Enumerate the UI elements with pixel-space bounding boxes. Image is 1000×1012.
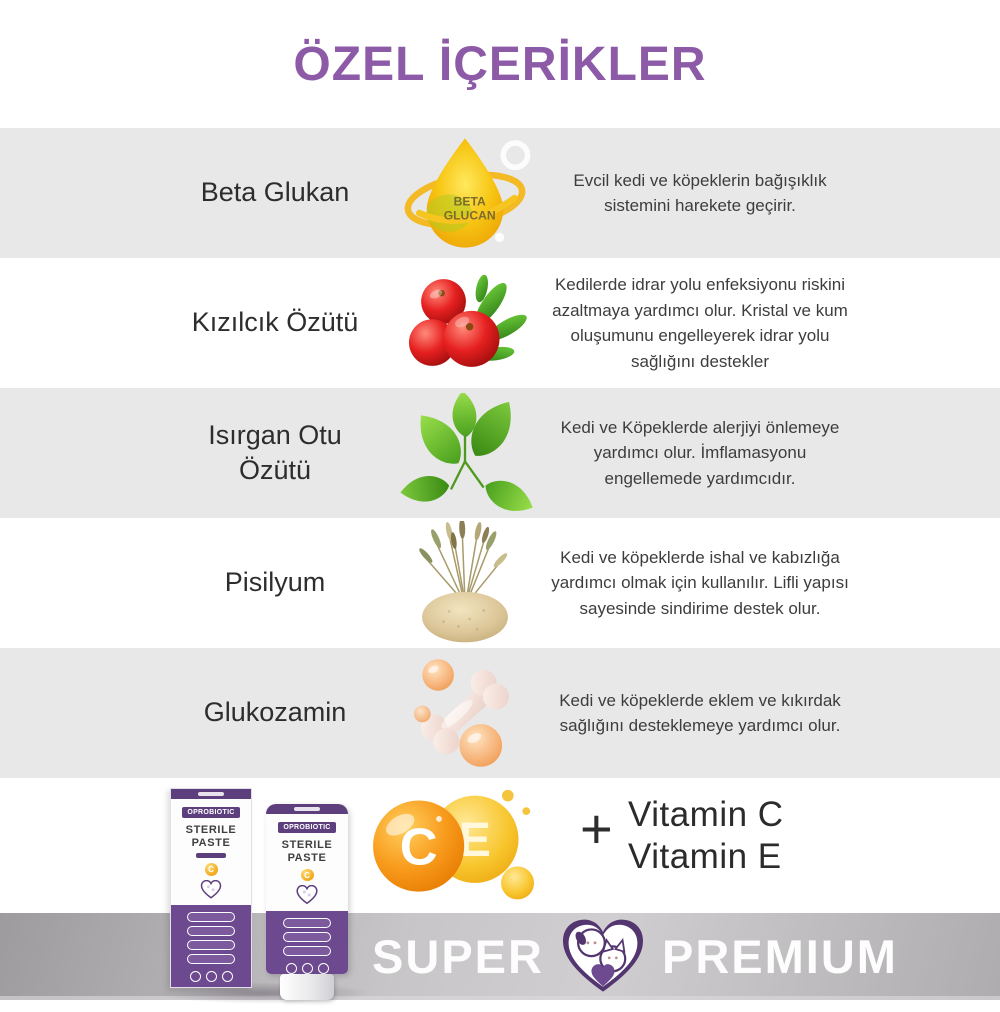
- pet-heart-logo: [562, 919, 643, 992]
- vitamin-c-badge: C: [204, 863, 218, 877]
- ingredient-row-isirgan-otu: Isırgan Otu Özütü Kedi ve Köpeklerde ale…: [0, 388, 1000, 518]
- product-image: OPROBIOTIC STERILE PASTE C OPROBIOTIC ST…: [156, 780, 371, 1012]
- ingredient-label: Pisilyum: [224, 567, 326, 598]
- footer-bottom-line: [0, 996, 1000, 1000]
- product-tube: OPROBIOTIC STERILE PASTE C: [266, 804, 348, 974]
- product-box: OPROBIOTIC STERILE PASTE C: [170, 788, 252, 988]
- ingredient-description: Kedi ve köpeklerde eklem ve kıkırdak sağ…: [559, 690, 841, 736]
- ingredient-row-glukozamin: Glukozamin: [0, 648, 1000, 778]
- product-title: STERILE PASTE: [281, 839, 333, 864]
- drop-text-line1: BETA: [454, 195, 486, 209]
- sub-pill: [196, 853, 226, 859]
- product-brand: OPROBIOTIC: [278, 822, 336, 833]
- ingredient-label: Glukozamin: [203, 697, 347, 728]
- ingredient-label: Beta Glukan: [200, 177, 350, 208]
- product-brand: OPROBIOTIC: [182, 807, 240, 818]
- footer-content: SUPER PREMIUM: [0, 913, 1000, 1000]
- vitamin-e-letter: E: [459, 813, 491, 867]
- ingredient-description: Evcil kedi ve köpeklerin bağışıklık sist…: [573, 170, 827, 216]
- vitamin-c-badge: C: [300, 869, 314, 882]
- vitamin-c-e-icon: E C: [372, 784, 537, 917]
- ingredient-description: Kedi ve köpeklerde ishal ve kabızlığa ya…: [551, 547, 849, 618]
- bone-icon: [395, 649, 535, 777]
- vitamin-c-letter: C: [400, 818, 438, 876]
- footer-bar: SUPER PREMIUM: [0, 913, 1000, 1000]
- tube-purple-block: [266, 911, 348, 974]
- ingredient-label: Isırgan Otu Özütü: [208, 419, 342, 485]
- page-title: ÖZEL İÇERİKLER: [293, 37, 707, 91]
- psyllium-icon: [395, 520, 535, 646]
- box-purple-block: [171, 905, 251, 987]
- box-top-band: [171, 789, 251, 799]
- plus-sign: +: [580, 797, 613, 860]
- header: ÖZEL İÇERİKLER: [0, 0, 1000, 128]
- pet-heart-logo-small: [296, 885, 318, 905]
- ingredient-description: Kedilerde idrar yolu enfeksiyonu riskini…: [552, 275, 848, 371]
- vitamin-e-label: Vitamin E: [628, 837, 782, 876]
- bottom-section: E C + Vitamin C Vitamin E: [0, 778, 1000, 913]
- vitamin-text: Vitamin C Vitamin E: [628, 794, 848, 878]
- product-title: STERILE PASTE: [185, 824, 237, 849]
- nettle-leaves-icon: [395, 393, 535, 513]
- ingredient-row-kizilcik-ozutu: Kızılcık Özütü: [0, 258, 1000, 388]
- ingredient-description: Kedi ve Köpeklerde alerjiyi önlemeye yar…: [560, 417, 840, 488]
- ingredient-row-pisilyum: Pisilyum: [0, 518, 1000, 648]
- ingredient-row-beta-glukan: Beta Glukan BETA GLUCAN Evcil kedi ve kö…: [0, 128, 1000, 258]
- footer-word-super: SUPER: [372, 930, 544, 983]
- tube-top-band: [266, 804, 348, 814]
- tube-cap: [280, 974, 334, 1000]
- beta-glucan-drop-icon: BETA GLUCAN: [395, 133, 535, 253]
- cranberries-icon: [395, 262, 535, 384]
- footer-word-premium: PREMIUM: [661, 930, 898, 983]
- ingredient-label: Kızılcık Özütü: [191, 307, 359, 338]
- drop-text-line2: GLUCAN: [444, 209, 496, 223]
- vitamin-c-label: Vitamin C: [628, 795, 784, 834]
- pet-heart-logo-small: [200, 880, 222, 899]
